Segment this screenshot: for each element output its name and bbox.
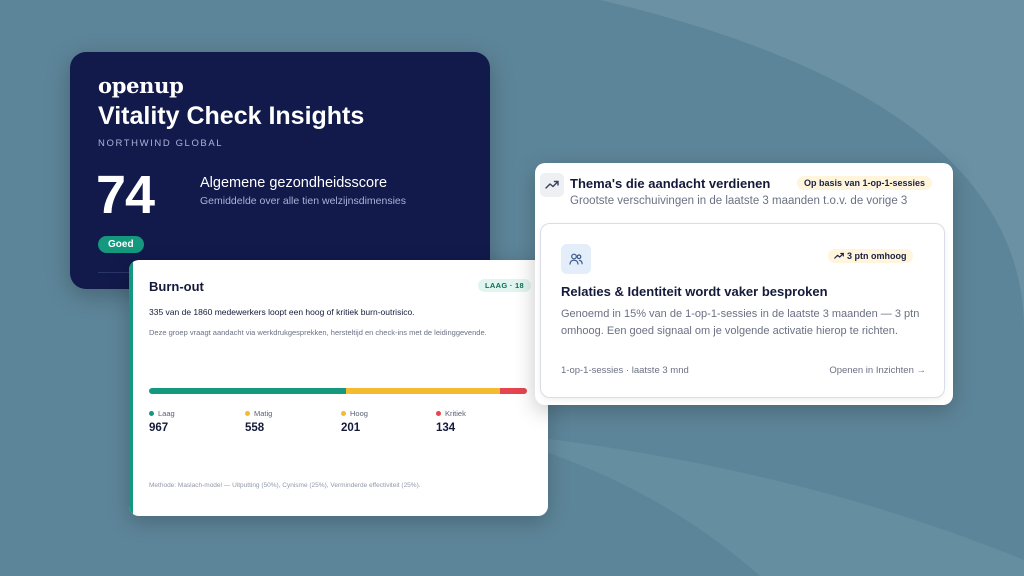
health-score: 74 bbox=[96, 165, 155, 225]
theme-item-title: Relaties & Identiteit wordt vaker bespro… bbox=[561, 284, 828, 299]
accent-bar bbox=[129, 260, 133, 516]
legend-item-kritiek: Kritiek 134 bbox=[436, 409, 466, 434]
themes-card: Thema's die aandacht verdienen Op basis … bbox=[535, 163, 953, 405]
people-icon bbox=[561, 244, 591, 274]
score-title: Algemene gezondheidsscore bbox=[200, 175, 388, 191]
dot-icon bbox=[436, 411, 441, 416]
legend-value: 134 bbox=[436, 422, 456, 434]
company-name: NORTHWIND GLOBAL bbox=[98, 138, 224, 149]
themes-subtitle: Grootste verschuivingen in de laatste 3 … bbox=[570, 195, 908, 207]
legend-item-laag: Laag 967 bbox=[149, 409, 175, 434]
theme-item-card[interactable]: 3 ptn omhoog Relaties & Identiteit wordt… bbox=[540, 223, 945, 398]
burnout-title: Burn-out bbox=[149, 279, 204, 294]
openup-logo: openup bbox=[98, 73, 184, 98]
legend-value: 558 bbox=[245, 422, 265, 434]
bar-segment-hoog bbox=[458, 388, 500, 394]
legend-item-matig: Matig 558 bbox=[245, 409, 272, 434]
legend-label: Matig bbox=[254, 409, 273, 418]
source-badge: Op basis van 1-op-1-sessies bbox=[797, 176, 933, 190]
bar-segment-matig bbox=[345, 388, 459, 394]
page-title: Vitality Check Insights bbox=[98, 102, 365, 130]
burnout-summary: 335 van de 1860 medewerkers loopt een ho… bbox=[149, 307, 415, 317]
dot-icon bbox=[149, 411, 154, 416]
legend-value: 967 bbox=[149, 422, 169, 434]
open-insights-link[interactable]: Openen in Inzichten → bbox=[829, 365, 926, 376]
theme-item-footer: 1-op-1-sessies · laatste 3 mnd bbox=[561, 365, 689, 376]
burnout-card[interactable]: Burn-out LAAG · 18 335 van de 1860 medew… bbox=[129, 260, 548, 516]
method-note: Methode: Maslach-model — Uitputting (50%… bbox=[149, 482, 421, 489]
bar-segment-laag bbox=[149, 388, 346, 394]
trend-up-icon bbox=[834, 252, 844, 259]
dot-icon bbox=[341, 411, 346, 416]
burnout-description: Deze groep vraagt aandacht via werkdrukg… bbox=[149, 328, 487, 337]
change-badge-label: 3 ptn omhoog bbox=[847, 251, 907, 261]
score-subtitle: Gemiddelde over alle tien welzijnsdimens… bbox=[200, 195, 407, 207]
risk-distribution-bar bbox=[149, 388, 527, 394]
trend-up-icon bbox=[540, 173, 564, 197]
burnout-badge: LAAG · 18 bbox=[478, 279, 531, 292]
legend-label: Laag bbox=[158, 409, 175, 418]
legend-value: 201 bbox=[341, 422, 361, 434]
legend-item-hoog: Hoog 201 bbox=[341, 409, 368, 434]
dot-icon bbox=[245, 411, 250, 416]
status-badge: Goed bbox=[98, 236, 144, 253]
change-badge: 3 ptn omhoog bbox=[828, 249, 913, 263]
themes-title: Thema's die aandacht verdienen bbox=[570, 176, 771, 191]
theme-item-body: Genoemd in 15% van de 1-op-1-sessies in … bbox=[561, 308, 920, 337]
overview-card: openup Vitality Check Insights NORTHWIND… bbox=[70, 52, 490, 289]
legend-label: Kritiek bbox=[445, 409, 466, 418]
bar-segment-kritiek bbox=[499, 388, 527, 394]
legend-label: Hoog bbox=[350, 409, 368, 418]
